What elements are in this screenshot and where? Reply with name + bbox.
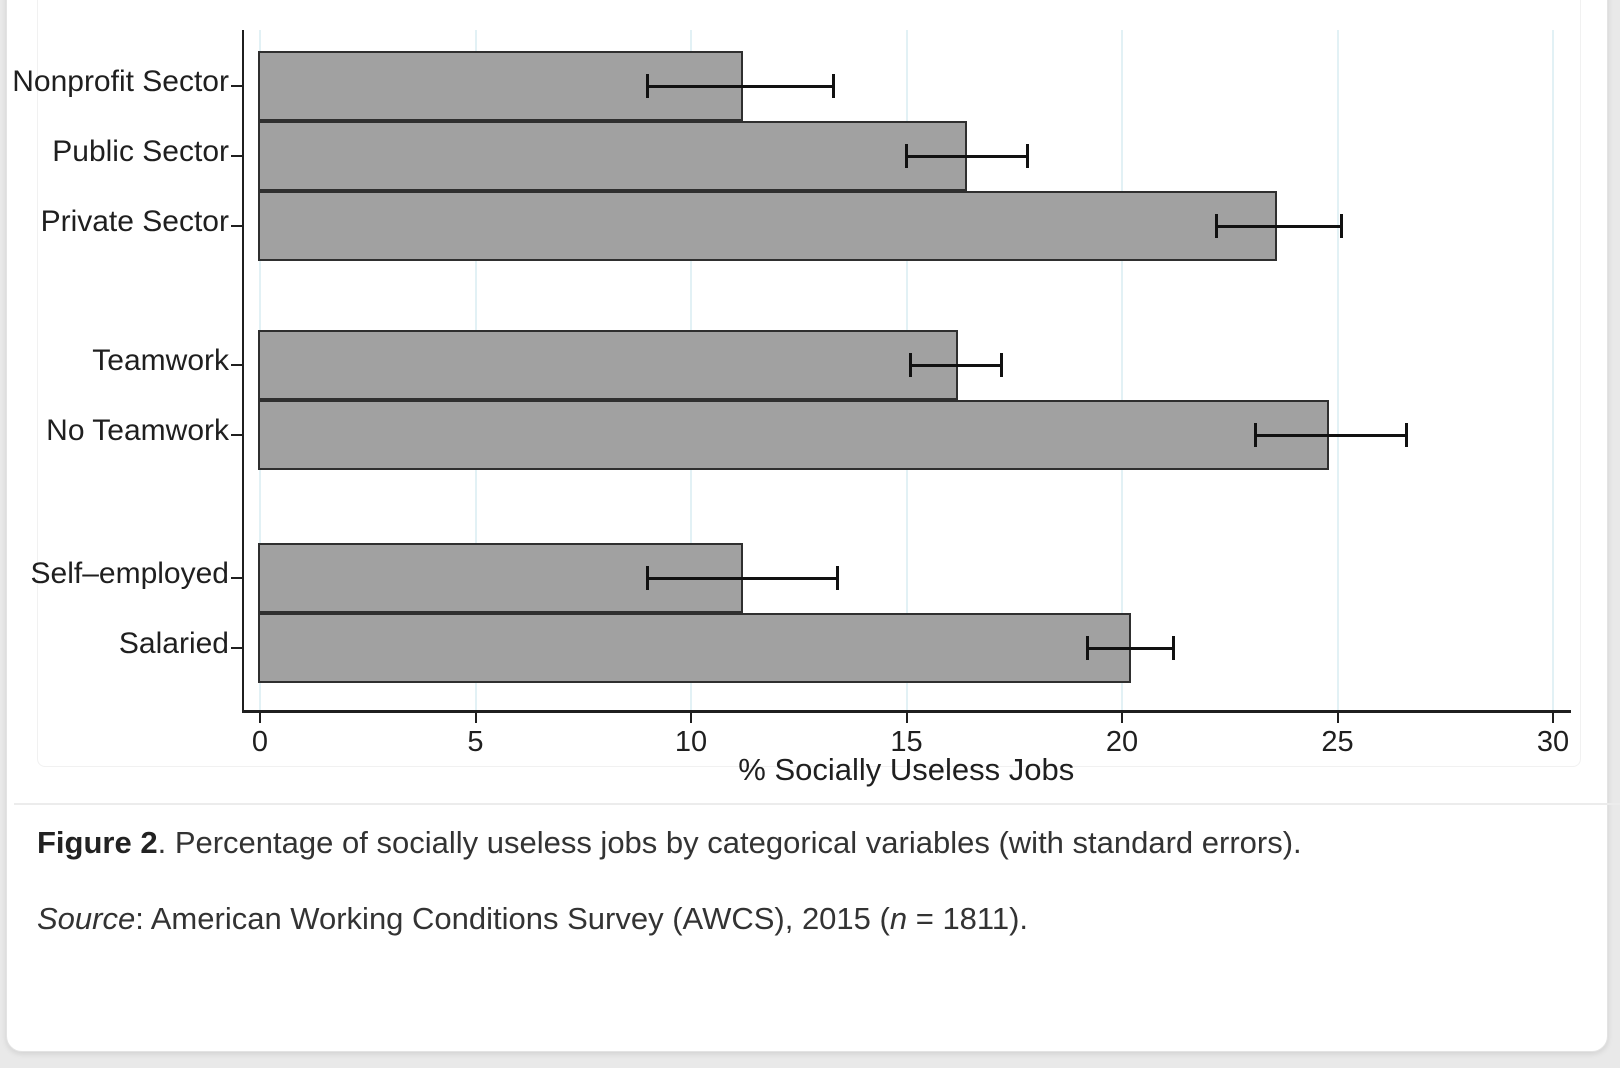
x-axis-title: % Socially Useless Jobs xyxy=(738,752,1075,787)
y-tick xyxy=(231,577,242,579)
error-bar-line xyxy=(1216,224,1342,228)
x-tick-label: 25 xyxy=(1321,726,1354,758)
bar xyxy=(258,400,1329,470)
error-bar-cap-left xyxy=(909,353,913,377)
y-tick xyxy=(231,434,242,436)
error-bar-line xyxy=(910,363,1002,367)
gridline xyxy=(1336,30,1339,710)
category-label: Private Sector xyxy=(40,205,229,238)
error-bar-cap-right xyxy=(836,566,840,590)
y-tick xyxy=(231,85,242,87)
error-bar-cap-right xyxy=(1340,214,1344,238)
bar xyxy=(258,330,959,400)
bar xyxy=(258,121,967,191)
figure-caption: Figure 2. Percentage of socially useless… xyxy=(37,822,1597,864)
error-bar-cap-left xyxy=(1215,214,1219,238)
y-tick xyxy=(231,155,242,157)
x-tick xyxy=(474,712,477,723)
figure-caption-text: . Percentage of socially useless jobs by… xyxy=(157,825,1302,860)
error-bar-cap-right xyxy=(831,74,835,98)
x-tick xyxy=(1121,712,1123,723)
x-tick-label: 10 xyxy=(674,726,708,758)
x-tick-label: 15 xyxy=(890,726,923,758)
source-label: Source xyxy=(37,901,136,936)
gridline xyxy=(1552,30,1554,710)
x-tick xyxy=(905,712,908,723)
figure-source: Source: American Working Conditions Surv… xyxy=(37,898,1597,940)
x-tick xyxy=(690,712,692,723)
y-tick xyxy=(231,364,242,366)
x-axis-line xyxy=(241,710,1571,713)
y-tick xyxy=(231,647,242,649)
bar xyxy=(258,191,1278,261)
x-tick-label: 20 xyxy=(1105,726,1139,758)
gridline xyxy=(1121,30,1123,710)
error-bar-line xyxy=(647,576,838,580)
y-tick xyxy=(231,225,242,227)
x-tick-label: 0 xyxy=(251,726,269,758)
error-bar-cap-right xyxy=(1172,636,1176,660)
x-tick xyxy=(1336,712,1339,723)
figure-label: Figure 2 xyxy=(37,825,158,860)
bar xyxy=(258,613,1131,683)
error-bar-cap-left xyxy=(1086,636,1090,660)
source-text-end: = 1811). xyxy=(907,901,1029,936)
x-tick-label: 30 xyxy=(1536,726,1570,758)
error-bar-cap-right xyxy=(999,353,1003,377)
source-text: : American Working Conditions Survey (AW… xyxy=(135,901,890,936)
x-tick-label: 5 xyxy=(467,726,484,758)
category-label: No Teamwork xyxy=(46,414,229,447)
error-bar-cap-left xyxy=(1254,423,1258,447)
caption-divider xyxy=(14,803,1620,805)
error-bar-line xyxy=(1087,646,1174,650)
category-label: Teamwork xyxy=(92,344,229,377)
error-bar-line xyxy=(1255,433,1407,437)
error-bar-cap-left xyxy=(646,566,650,590)
x-tick xyxy=(1552,712,1554,723)
category-label: Nonprofit Sector xyxy=(12,65,229,98)
category-label: Public Sector xyxy=(52,135,229,168)
error-bar-line xyxy=(906,154,1028,158)
error-bar-cap-left xyxy=(905,144,908,168)
category-label: Self–employed xyxy=(30,557,229,590)
error-bar-line xyxy=(647,84,834,88)
source-n-variable: n xyxy=(889,901,908,936)
y-axis-line xyxy=(241,30,244,712)
category-label: Salaried xyxy=(118,627,229,660)
error-bar-cap-left xyxy=(646,74,650,98)
x-tick xyxy=(259,712,261,723)
error-bar-cap-right xyxy=(1404,423,1408,447)
error-bar-cap-right xyxy=(1025,144,1029,168)
